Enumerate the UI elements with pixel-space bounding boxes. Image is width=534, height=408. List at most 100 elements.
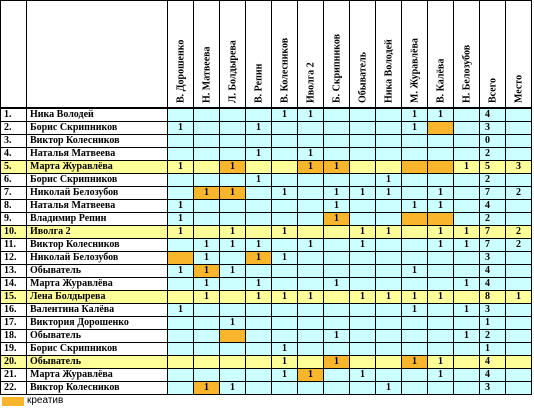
- row-name: Обыватель: [27, 356, 168, 369]
- vote-cell: 1: [246, 174, 272, 187]
- vote-cell: [168, 148, 194, 161]
- row-name: Борис Скрипников: [27, 174, 168, 187]
- total-cell: 3: [480, 382, 506, 395]
- column-label: В. Калёва: [435, 58, 446, 103]
- vote-cell: [194, 109, 220, 122]
- place-cell: [506, 343, 532, 356]
- row-name: Обыватель: [27, 265, 168, 278]
- vote-cell: [168, 109, 194, 122]
- vote-cell: [220, 304, 246, 317]
- place-cell: [506, 252, 532, 265]
- row-name: Марта Журавлёва: [27, 369, 168, 382]
- column-header: Всего: [480, 0, 506, 109]
- vote-cell: [454, 200, 480, 213]
- vote-cell: [246, 317, 272, 330]
- vote-cell: [298, 382, 324, 395]
- vote-cell: [376, 122, 402, 135]
- vote-cell: [324, 317, 350, 330]
- vote-cell: [194, 148, 220, 161]
- vote-cell: 1: [350, 226, 376, 239]
- vote-cell: 1: [350, 239, 376, 252]
- vote-cell: [428, 174, 454, 187]
- vote-cell: [454, 187, 480, 200]
- vote-cell: [246, 200, 272, 213]
- vote-cell: [220, 122, 246, 135]
- vote-cell: [272, 135, 298, 148]
- vote-cell: [454, 135, 480, 148]
- vote-cell: [402, 330, 428, 343]
- place-cell: 2: [506, 187, 532, 200]
- row-name: Николай Белозубов: [27, 187, 168, 200]
- row-name: Владимир Репин: [27, 213, 168, 226]
- vote-cell: [454, 356, 480, 369]
- vote-cell: [428, 343, 454, 356]
- vote-cell: [428, 278, 454, 291]
- vote-cell: 1: [454, 330, 480, 343]
- vote-cell: [298, 356, 324, 369]
- vote-cell: [350, 122, 376, 135]
- vote-cell: [402, 382, 428, 395]
- vote-cell: 1: [194, 187, 220, 200]
- vote-cell: 1: [402, 265, 428, 278]
- vote-cell: [168, 382, 194, 395]
- vote-cell: [376, 200, 402, 213]
- total-cell: 2: [480, 213, 506, 226]
- vote-cell: 1: [220, 187, 246, 200]
- vote-cell: 1: [194, 239, 220, 252]
- vote-cell: [376, 317, 402, 330]
- vote-cell: [350, 200, 376, 213]
- column-label: В. Дорошенко: [175, 39, 186, 103]
- column-header: Ника Володей: [376, 0, 402, 109]
- total-cell: 4: [480, 356, 506, 369]
- vote-cell: 1: [376, 291, 402, 304]
- legend-swatch: [2, 397, 24, 406]
- vote-cell: [168, 291, 194, 304]
- row-name: Виктор Колесников: [27, 382, 168, 395]
- vote-cell: [246, 330, 272, 343]
- vote-cell: 1: [350, 187, 376, 200]
- vote-cell: [272, 161, 298, 174]
- vote-cell: [168, 252, 194, 265]
- vote-cell: [376, 278, 402, 291]
- total-cell: 5: [480, 161, 506, 174]
- total-cell: 2: [480, 148, 506, 161]
- vote-cell: 1: [220, 161, 246, 174]
- vote-cell: [402, 343, 428, 356]
- vote-cell: 1: [428, 226, 454, 239]
- header-cell: [0, 0, 27, 109]
- vote-cell: 1: [298, 239, 324, 252]
- vote-cell: 1: [168, 265, 194, 278]
- vote-cell: 1: [324, 330, 350, 343]
- total-cell: 8: [480, 291, 506, 304]
- row-number: 15.: [0, 291, 27, 304]
- vote-cell: [428, 122, 454, 135]
- vote-cell: [350, 356, 376, 369]
- row-name: Виктория Дорошенко: [27, 317, 168, 330]
- row-name: Валентина Калёва: [27, 304, 168, 317]
- vote-cell: [454, 382, 480, 395]
- vote-cell: [324, 265, 350, 278]
- vote-cell: [246, 304, 272, 317]
- vote-cell: [246, 109, 272, 122]
- vote-cell: [454, 252, 480, 265]
- vote-cell: 1: [246, 122, 272, 135]
- vote-cell: 1: [194, 278, 220, 291]
- vote-cell: [376, 252, 402, 265]
- legend-label: креатив: [27, 395, 64, 406]
- column-label: Место: [513, 74, 524, 103]
- row-number: 10.: [0, 226, 27, 239]
- vote-cell: [298, 200, 324, 213]
- vote-cell: [272, 148, 298, 161]
- total-cell: 4: [480, 109, 506, 122]
- vote-cell: [350, 343, 376, 356]
- vote-cell: [402, 278, 428, 291]
- vote-cell: 1: [324, 161, 350, 174]
- vote-cell: [272, 213, 298, 226]
- row-number: 3.: [0, 135, 27, 148]
- row-number: 14.: [0, 278, 27, 291]
- row-name: Марта Журавлёва: [27, 278, 168, 291]
- row-number: 20.: [0, 356, 27, 369]
- row-number: 4.: [0, 148, 27, 161]
- total-cell: 7: [480, 239, 506, 252]
- place-cell: [506, 200, 532, 213]
